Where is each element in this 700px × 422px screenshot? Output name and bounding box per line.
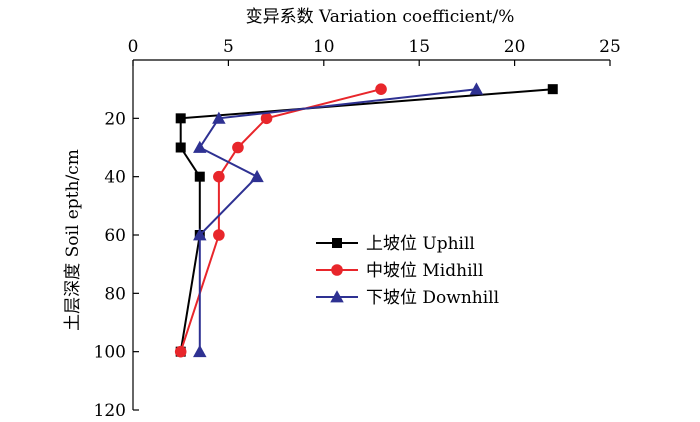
series-layer [174,82,558,358]
x-tick-label: 0 [128,37,139,57]
triangle-marker [469,82,484,95]
square-marker [547,84,558,95]
x-tick-label: 20 [504,37,526,57]
x-tick-label: 15 [408,37,430,57]
series-line [179,88,553,352]
series-line [179,88,382,353]
circle-marker [331,264,343,276]
legend-entry: 下坡位 Downhill [316,288,499,308]
y-tick-label: 60 [104,226,126,246]
y-axis-title: 土层深度 Soil epth/cm [63,149,83,331]
y-tick-label: 40 [104,168,126,188]
legend-label: 下坡位 Downhill [366,288,499,308]
y-tick-label: 120 [94,401,126,421]
square-marker [194,171,205,182]
legend-label: 上坡位 Uphill [366,234,475,254]
square-marker [175,142,186,153]
legend-entry: 上坡位 Uphill [316,234,475,254]
circle-marker [174,345,187,358]
series-1 [174,83,387,358]
triangle-marker [193,228,207,241]
square-marker [332,238,342,248]
triangle-marker [250,169,264,183]
square-marker [175,113,186,124]
triangle-marker [193,140,207,153]
y-tick-label: 80 [104,284,126,304]
x-tick-label: 25 [599,37,621,57]
series-line [198,88,477,352]
circle-marker [375,83,387,95]
x-tick-label: 10 [313,37,335,57]
axes: 0 5 10 15 20 25 20 40 60 80 100 120 [94,37,621,421]
series-2 [193,82,484,358]
y-tick-label: 100 [94,343,126,363]
triangle-marker [193,344,207,358]
circle-marker [260,112,273,125]
legend: 上坡位 Uphill 中坡位 Midhill 下坡位 Downhill [316,234,499,308]
circle-marker [213,229,225,241]
triangle-marker [212,111,226,124]
legend-label: 中坡位 Midhill [366,261,483,281]
x-axis-title: 变异系数 Variation coefficient/% [246,7,515,27]
y-tick-label: 20 [104,109,126,129]
circle-marker [213,170,225,183]
circle-marker [232,141,244,154]
x-tick-label: 5 [223,37,234,57]
triangle-marker [330,290,344,303]
series-0 [175,84,558,357]
legend-entry: 中坡位 Midhill [316,261,483,281]
